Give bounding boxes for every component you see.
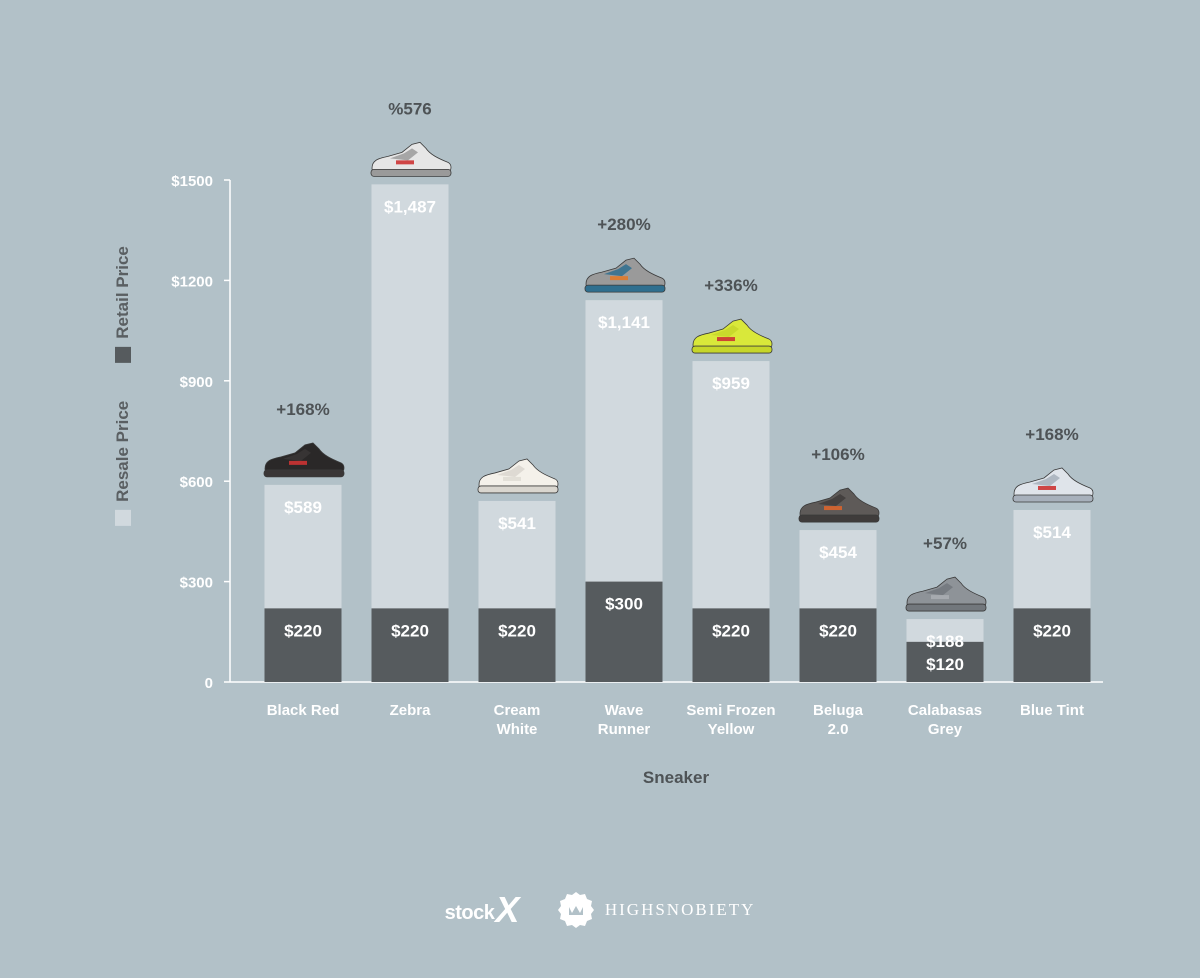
resale-value-label: $1,141 [598, 313, 650, 332]
resale-value-label: $589 [284, 498, 322, 517]
resale-value-label: $1,487 [384, 197, 436, 216]
percent-change-label: +336% [704, 276, 757, 295]
x-tick-label: White [497, 721, 538, 738]
y-tick-label: $600 [180, 474, 213, 491]
highsnobiety-logo: HIGHSNOBIETY [557, 891, 756, 929]
y-tick-label: $300 [180, 575, 213, 592]
highsnobiety-logo-text: HIGHSNOBIETY [604, 900, 756, 919]
legend: Resale Price Retail Price [113, 246, 133, 534]
highsnobiety-seal-icon [557, 892, 594, 928]
retail-bar [371, 608, 449, 682]
percent-change-label: +106% [811, 445, 864, 464]
retail-value-label: $220 [712, 621, 750, 640]
retail-value-label: $120 [926, 655, 964, 674]
y-tick-label: 0 [205, 675, 213, 692]
stockx-logo: stock X [444, 889, 520, 930]
percent-change-label: +57% [923, 534, 967, 553]
beluga-sneaker-icon [798, 487, 880, 523]
retail-bar [585, 581, 663, 682]
x-tick-label: Black Red [267, 702, 340, 719]
legend-label-retail: Retail Price [113, 246, 132, 339]
x-tick-label: Beluga [813, 702, 864, 719]
resale-value-label: $454 [819, 543, 857, 562]
x-tick-label: Cream [494, 702, 541, 719]
retail-bar [264, 608, 342, 682]
retail-bar [799, 608, 877, 682]
x-axis-title: Sneaker [643, 768, 710, 787]
legend-swatch-resale [115, 509, 131, 526]
zebra-sneaker-icon [370, 141, 452, 177]
price-chart: 0 $300 $600 $900 $1200 $1500 $589 $220 +168% Blac… [171, 99, 1103, 787]
dark-knit-sneaker-icon [263, 442, 345, 478]
y-tick-label: $1200 [171, 273, 213, 290]
x-tick-label: Yellow [708, 721, 755, 738]
x-tick-label: Runner [598, 721, 651, 738]
retail-value-label: $220 [391, 621, 429, 640]
x-tick-label: Semi Frozen [686, 702, 775, 719]
retail-value-label: $220 [1033, 621, 1071, 640]
yellow-sneaker-icon [691, 318, 773, 354]
y-tick-label: $1500 [171, 173, 213, 190]
x-tick-label: Grey [928, 721, 963, 738]
resale-value-label: $541 [498, 514, 536, 533]
percent-change-label: +168% [276, 400, 329, 419]
retail-bar [1013, 608, 1091, 682]
wave-runner-sneaker-icon [584, 257, 666, 293]
x-tick-label: Blue Tint [1020, 702, 1084, 719]
retail-value-label: $220 [498, 621, 536, 640]
footer-logos: stock X HIGHSNOBIETY [0, 888, 1200, 932]
resale-value-label: $959 [712, 374, 750, 393]
legend-swatch-retail [115, 346, 131, 363]
percent-change-label: +280% [597, 215, 650, 234]
retail-bar [478, 608, 556, 682]
stockx-logo-text: stock [444, 902, 495, 924]
cream-sneaker-icon [477, 458, 559, 494]
x-tick-label: Calabasas [908, 702, 982, 719]
resale-value-label: $514 [1033, 523, 1071, 542]
percent-change-label: %576 [388, 99, 431, 118]
x-tick-label: Wave [605, 702, 644, 719]
resale-value-label: $188 [926, 632, 964, 651]
retail-value-label: $300 [605, 595, 643, 614]
percent-change-label: +168% [1025, 425, 1078, 444]
x-tick-label: 2.0 [828, 721, 849, 738]
legend-label-resale: Resale Price [113, 400, 132, 502]
y-tick-label: $900 [180, 374, 213, 391]
blue-tint-sneaker-icon [1012, 467, 1094, 503]
calabasas-sneaker-icon [905, 576, 987, 612]
retail-value-label: $220 [819, 621, 857, 640]
x-tick-label: Zebra [390, 702, 432, 719]
retail-value-label: $220 [284, 621, 322, 640]
retail-bar [906, 641, 984, 682]
retail-bar [692, 608, 770, 682]
stockx-logo-x: X [495, 889, 519, 930]
resale-bar [371, 184, 449, 683]
